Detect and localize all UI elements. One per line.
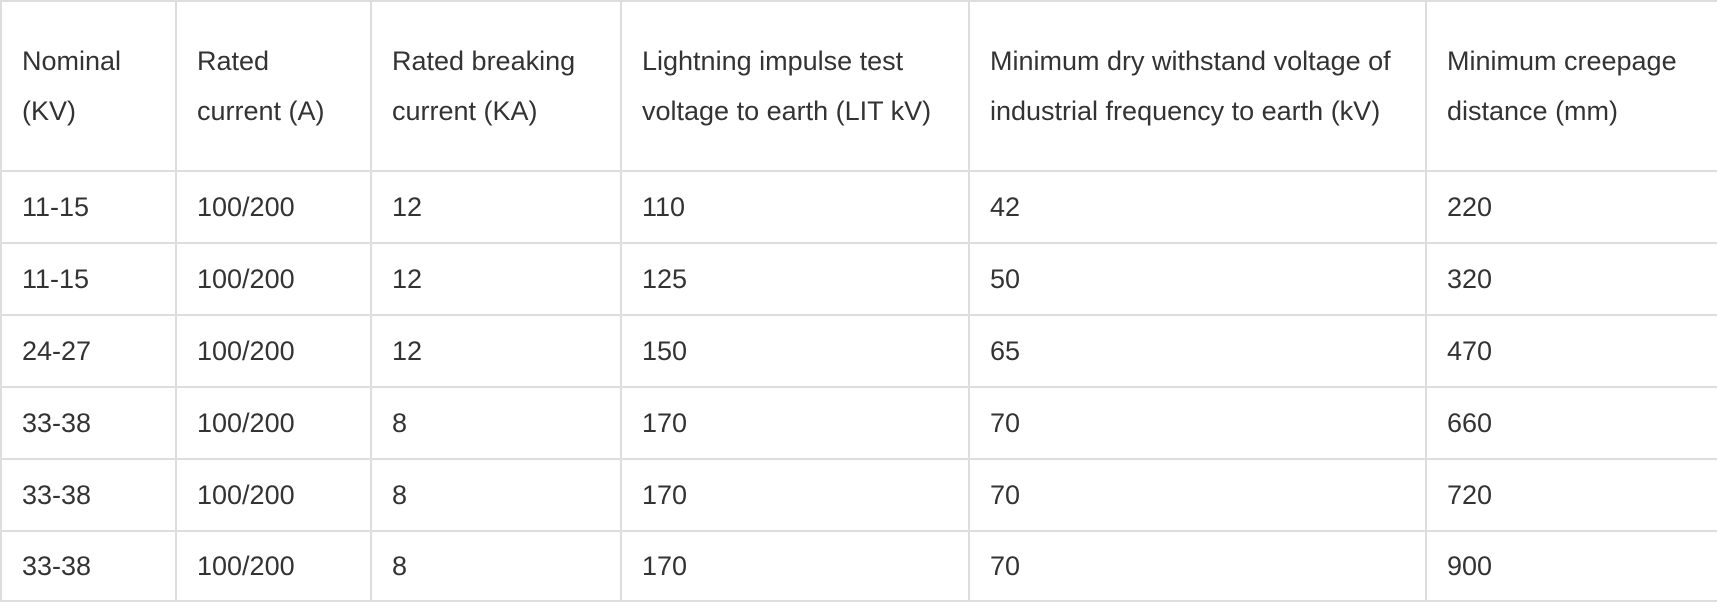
cell-lightning-impulse-voltage: 170 [620,386,970,460]
cell-rated-current: 100/200 [175,170,372,244]
cell-rated-breaking-current: 12 [370,242,622,316]
header-row: Nominal (KV) Rated current (A) Rated bre… [0,0,1717,172]
table-row: 11-15 100/200 12 110 42 220 [0,170,1717,244]
cell-rated-current: 100/200 [175,530,372,602]
header-creepage-distance: Minimum creepage distance (mm) [1425,0,1717,172]
cell-dry-withstand-voltage: 42 [968,170,1427,244]
cell-dry-withstand-voltage: 70 [968,458,1427,532]
cell-nominal-voltage: 33-38 [0,386,177,460]
cell-creepage-distance: 660 [1425,386,1717,460]
cell-creepage-distance: 720 [1425,458,1717,532]
header-rated-current: Rated current (A) [175,0,372,172]
cell-rated-breaking-current: 12 [370,314,622,388]
cell-nominal-voltage: 24-27 [0,314,177,388]
cell-rated-current: 100/200 [175,386,372,460]
cell-rated-breaking-current: 8 [370,458,622,532]
cell-nominal-voltage: 11-15 [0,170,177,244]
cell-nominal-voltage: 11-15 [0,242,177,316]
table-body: 11-15 100/200 12 110 42 220 11-15 100/20… [0,170,1717,602]
cell-rated-current: 100/200 [175,458,372,532]
cell-lightning-impulse-voltage: 125 [620,242,970,316]
cell-rated-breaking-current: 8 [370,530,622,602]
cell-creepage-distance: 320 [1425,242,1717,316]
cell-creepage-distance: 220 [1425,170,1717,244]
header-dry-withstand-voltage: Minimum dry withstand voltage of industr… [968,0,1427,172]
table-row: 33-38 100/200 8 170 70 720 [0,458,1717,532]
cell-lightning-impulse-voltage: 170 [620,458,970,532]
cell-lightning-impulse-voltage: 170 [620,530,970,602]
table-row: 33-38 100/200 8 170 70 660 [0,386,1717,460]
cell-dry-withstand-voltage: 70 [968,530,1427,602]
cell-rated-current: 100/200 [175,314,372,388]
header-rated-breaking-current: Rated breaking current (KA) [370,0,622,172]
header-nominal-voltage: Nominal (KV) [0,0,177,172]
cell-creepage-distance: 900 [1425,530,1717,602]
header-lightning-impulse-voltage: Lightning impulse test voltage to earth … [620,0,970,172]
cell-creepage-distance: 470 [1425,314,1717,388]
table-row: 33-38 100/200 8 170 70 900 [0,530,1717,602]
cell-rated-breaking-current: 12 [370,170,622,244]
cell-dry-withstand-voltage: 70 [968,386,1427,460]
cell-dry-withstand-voltage: 65 [968,314,1427,388]
table-row: 11-15 100/200 12 125 50 320 [0,242,1717,316]
table-row: 24-27 100/200 12 150 65 470 [0,314,1717,388]
cell-rated-breaking-current: 8 [370,386,622,460]
cell-lightning-impulse-voltage: 150 [620,314,970,388]
cell-rated-current: 100/200 [175,242,372,316]
cell-dry-withstand-voltage: 50 [968,242,1427,316]
cell-lightning-impulse-voltage: 110 [620,170,970,244]
table-header: Nominal (KV) Rated current (A) Rated bre… [0,0,1717,172]
cell-nominal-voltage: 33-38 [0,458,177,532]
cell-nominal-voltage: 33-38 [0,530,177,602]
